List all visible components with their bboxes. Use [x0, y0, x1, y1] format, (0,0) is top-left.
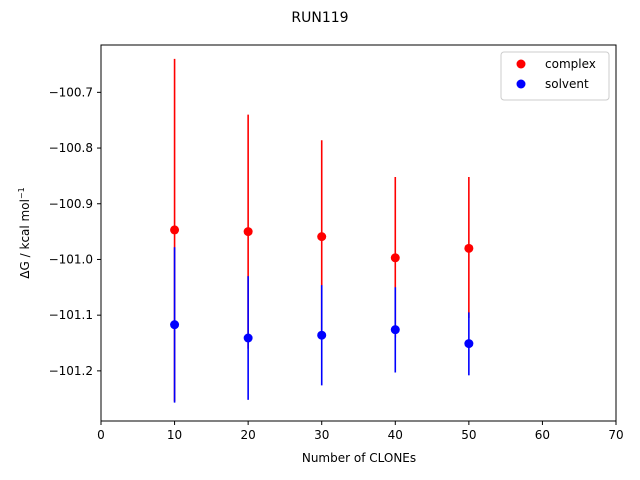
x-tick-label: 30 — [314, 428, 329, 442]
plot-area: 0 10 20 30 40 50 60 70 −100.7 −100.8 −100.9 −101.0 −… — [49, 44, 624, 442]
complex-point — [170, 225, 180, 235]
solvent-point — [390, 325, 400, 335]
y-tick-label: −101.0 — [49, 252, 93, 266]
axes-frame — [100, 44, 617, 422]
complex-point — [390, 253, 400, 263]
chart-title: RUN119 — [291, 10, 348, 26]
legend-marker-solvent — [516, 79, 526, 89]
y-axis-label: ΔG / kcal mol−1 — [17, 187, 32, 278]
x-tick-label: 0 — [97, 428, 105, 442]
y-axis-label-main: ΔG / kcal mol — [18, 199, 32, 279]
x-tick-label: 60 — [535, 428, 550, 442]
complex-point — [243, 227, 253, 237]
x-tick-label: 10 — [167, 428, 182, 442]
y-axis-label-superscript: −1 — [17, 187, 26, 199]
legend-label-complex: complex — [545, 57, 596, 71]
x-tick-label: 50 — [461, 428, 476, 442]
x-tick-label: 40 — [388, 428, 403, 442]
solvent-point — [317, 330, 327, 340]
legend-marker-complex — [516, 59, 526, 69]
legend-label-solvent: solvent — [545, 77, 589, 91]
x-axis-label: Number of CLONEs — [302, 451, 416, 465]
x-tick-label: 20 — [241, 428, 256, 442]
x-tick-label: 70 — [608, 428, 623, 442]
y-tick-label: −100.8 — [49, 141, 93, 155]
complex-point — [317, 232, 327, 242]
y-tick-label: −100.9 — [49, 197, 93, 211]
solvent-point — [464, 339, 474, 349]
y-tick-label: −101.2 — [49, 364, 93, 378]
complex-point — [464, 243, 474, 253]
y-tick-label: −100.7 — [49, 85, 93, 99]
y-tick-label: −101.1 — [49, 308, 93, 322]
solvent-point — [170, 320, 180, 330]
solvent-point — [243, 333, 253, 343]
legend-frame — [500, 51, 610, 101]
legend: complex solvent — [500, 51, 610, 101]
